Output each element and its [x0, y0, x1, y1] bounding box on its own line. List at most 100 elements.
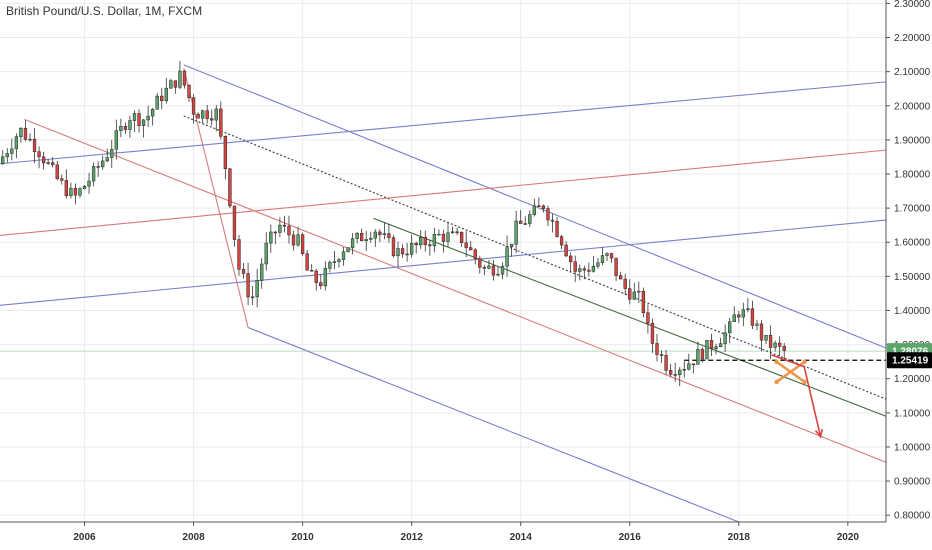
candle-down — [228, 168, 232, 207]
candle-down — [441, 233, 446, 242]
drawing-layer — [0, 64, 887, 523]
candle-down — [455, 231, 459, 234]
candle-down — [232, 205, 237, 240]
candle-up — [101, 160, 105, 168]
candle-down — [709, 340, 714, 349]
candle-down — [700, 349, 705, 360]
candle-down — [555, 221, 559, 237]
candle-up — [169, 80, 173, 89]
candle-down — [319, 282, 323, 287]
candle-up — [332, 261, 337, 263]
candle-down — [519, 220, 523, 224]
x-tick-label: 2014 — [510, 532, 533, 543]
candle-up — [723, 332, 727, 344]
grid-layer — [0, 0, 886, 522]
blue-rising-lower — [0, 219, 887, 306]
candle-down — [246, 273, 250, 298]
candle-down — [182, 70, 187, 86]
candle-up — [278, 224, 282, 233]
candle-up — [200, 110, 205, 119]
candle-up — [155, 95, 159, 110]
candle-up — [450, 231, 455, 234]
candle-up — [214, 108, 218, 121]
level-price-label: 1.25419 — [892, 356, 929, 367]
candle-down — [32, 138, 37, 152]
candle-up — [764, 334, 768, 341]
candle-down — [55, 164, 59, 179]
candle-up — [346, 247, 350, 253]
candle-up — [373, 231, 377, 239]
candle-down — [428, 244, 432, 247]
candle-down — [282, 224, 287, 227]
candle-up — [46, 162, 50, 164]
candle-down — [23, 127, 28, 140]
candle-up — [69, 187, 73, 197]
blue-rising-upper — [0, 81, 887, 165]
candle-down — [391, 237, 396, 257]
orange-cross-tip — [774, 379, 779, 385]
candle-down — [782, 346, 786, 351]
candle-up — [396, 248, 400, 257]
candle-up — [323, 268, 327, 287]
candle-down — [664, 355, 668, 371]
candle-up — [260, 263, 264, 281]
y-tick-label: 2.30000 — [894, 0, 931, 10]
candle-up — [505, 246, 509, 267]
candle-up — [487, 265, 491, 269]
candle-up — [328, 262, 332, 269]
candle-up — [419, 237, 423, 246]
candle-down — [550, 219, 555, 222]
x-tick-label: 2008 — [182, 532, 205, 543]
pitchfork-lower-blue — [247, 327, 739, 523]
candle-up — [1, 156, 5, 165]
candle-up — [509, 243, 514, 248]
candle-up — [682, 368, 686, 371]
candle-up — [78, 188, 82, 196]
y-tick-label: 1.80000 — [894, 170, 931, 181]
candle-up — [532, 205, 536, 215]
candle-down — [582, 268, 586, 271]
candle-up — [687, 363, 691, 370]
candle-down — [768, 334, 773, 348]
candle-up — [91, 166, 96, 182]
candle-up — [119, 126, 123, 131]
candle-up — [5, 153, 9, 158]
candle-down — [623, 278, 627, 289]
candle-down — [464, 242, 468, 248]
y-tick-label: 1.70000 — [894, 204, 931, 215]
candle-up — [269, 231, 273, 244]
candle-down — [469, 247, 473, 251]
candle-down — [173, 80, 178, 88]
candle-up — [87, 180, 91, 187]
candle-down — [614, 257, 618, 276]
candle-up — [264, 242, 268, 265]
candle-down — [778, 342, 782, 347]
orange-cross-tip — [774, 359, 779, 365]
candle-up — [250, 296, 255, 299]
candle-up — [178, 70, 182, 88]
overlay-layer — [771, 354, 824, 439]
candle-down — [400, 248, 405, 255]
candle-up — [105, 157, 109, 162]
candle-up — [151, 109, 155, 117]
pitchfork-center-dotted — [183, 115, 887, 400]
candle-down — [655, 343, 659, 355]
candle-down — [482, 267, 487, 269]
candle-down — [628, 288, 632, 300]
y-tick-label: 1.90000 — [894, 135, 931, 146]
candle-up — [364, 239, 368, 242]
x-tick-label: 2010 — [291, 532, 314, 543]
candle-up — [637, 290, 641, 293]
orange-cross-tip — [802, 359, 807, 365]
candle-up — [296, 234, 300, 246]
candle-down — [537, 205, 541, 208]
candle-up — [82, 185, 87, 189]
x-tick-label: 2018 — [728, 532, 751, 543]
green-trend-line — [373, 217, 887, 417]
candle-down — [641, 290, 646, 313]
x-tick-label: 2020 — [837, 532, 860, 543]
candle-down — [314, 270, 318, 283]
candle-down — [459, 231, 464, 244]
